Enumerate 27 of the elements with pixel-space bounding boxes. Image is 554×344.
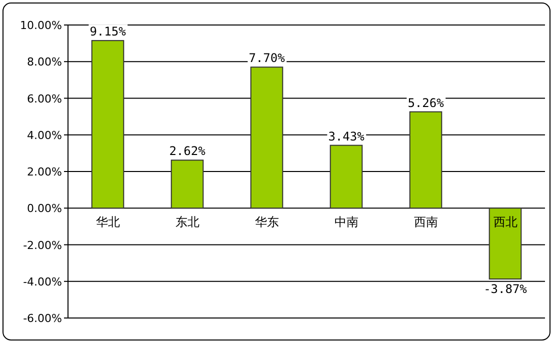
x-tick-label: 东北	[175, 215, 200, 230]
x-tick-label: 中南	[334, 215, 358, 230]
data-label: 9.15%	[90, 24, 127, 39]
x-tick-label: 华北	[96, 215, 120, 230]
x-tick-label: 西北	[493, 215, 518, 230]
data-label: 2.62%	[169, 144, 206, 158]
bar	[250, 66, 284, 209]
data-label: 7.70%	[248, 51, 286, 66]
data-label: 3.43%	[328, 129, 366, 144]
x-tick-label: 西南	[414, 215, 438, 230]
y-tick-label: 4.00%	[27, 128, 62, 142]
y-tick-label: -6.00%	[23, 312, 62, 325]
y-tick-label: 10.00%	[20, 19, 62, 32]
y-tick-label: 0.00%	[27, 202, 62, 216]
data-label: 5.26%	[408, 96, 445, 110]
y-tick-label: -2.00%	[23, 238, 62, 252]
bar	[409, 111, 442, 209]
bar	[91, 40, 124, 209]
y-tick-label: 8.00%	[27, 56, 62, 69]
bar	[330, 144, 363, 209]
bar	[488, 208, 522, 280]
x-tick-label: 华东	[254, 215, 279, 230]
y-tick-label: 2.00%	[27, 166, 62, 178]
y-tick-label: -4.00%	[23, 275, 62, 288]
data-label: -3.87%	[484, 282, 528, 296]
bar	[170, 160, 204, 209]
y-tick-label: 6.00%	[27, 92, 62, 106]
